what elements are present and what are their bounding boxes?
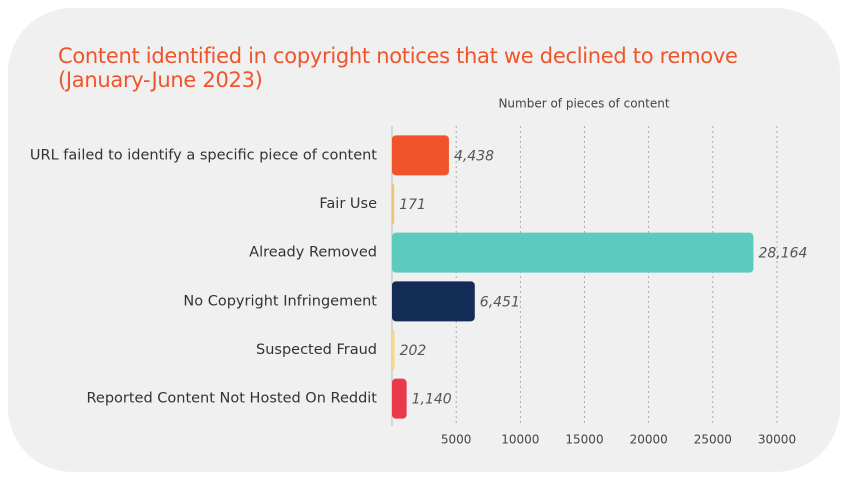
x-tick-label: 30000 <box>758 433 796 447</box>
y-tick-label: Suspected Fraud <box>256 342 377 358</box>
bar <box>392 184 395 224</box>
value-label: 28,164 <box>758 246 807 262</box>
bar <box>392 232 754 273</box>
x-tick-label: 20000 <box>630 433 668 447</box>
x-axis-label: Number of pieces of content <box>498 97 669 111</box>
x-tick-label: 5000 <box>441 433 472 447</box>
y-tick-label: Reported Content Not Hosted On Reddit <box>86 391 377 407</box>
value-label: 4,438 <box>454 148 494 164</box>
x-tick-label: 15000 <box>565 433 603 447</box>
bar <box>392 135 449 176</box>
value-label: 171 <box>399 197 426 213</box>
x-tick-label: 25000 <box>694 433 732 447</box>
y-tick-label: Already Removed <box>249 245 377 261</box>
y-tick-label: No Copyright Infringement <box>183 293 377 309</box>
bar <box>392 378 407 419</box>
y-tick-label: URL failed to identify a specific piece … <box>30 147 377 163</box>
value-label: 202 <box>400 343 427 359</box>
value-label: 1,140 <box>412 392 452 408</box>
x-tick-label: 10000 <box>501 433 539 447</box>
y-tick-label: Fair Use <box>319 196 377 212</box>
value-label: 6,451 <box>480 294 520 310</box>
bar <box>392 330 395 370</box>
chart-title: Content identified in copyright notices … <box>58 44 738 92</box>
bar <box>392 281 475 322</box>
